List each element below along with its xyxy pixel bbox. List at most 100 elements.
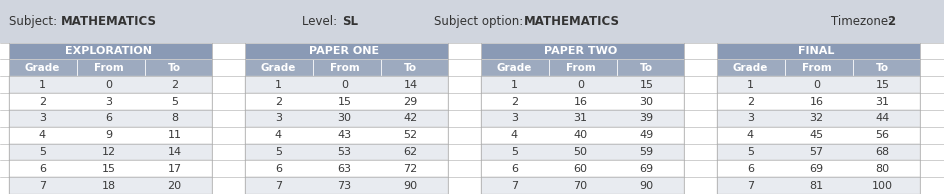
FancyBboxPatch shape <box>785 60 852 76</box>
Text: 2: 2 <box>511 97 518 107</box>
Text: 14: 14 <box>168 147 181 157</box>
Text: 42: 42 <box>403 113 418 123</box>
FancyBboxPatch shape <box>717 43 920 60</box>
FancyBboxPatch shape <box>9 160 212 177</box>
FancyBboxPatch shape <box>9 60 77 76</box>
Text: 63: 63 <box>338 164 351 174</box>
Text: PAPER ONE: PAPER ONE <box>310 46 379 56</box>
Text: SL: SL <box>343 15 359 28</box>
Text: 15: 15 <box>876 80 889 90</box>
Text: 32: 32 <box>810 113 823 123</box>
FancyBboxPatch shape <box>717 177 920 194</box>
Text: From: From <box>801 63 832 73</box>
FancyBboxPatch shape <box>481 160 684 177</box>
Text: 15: 15 <box>640 80 653 90</box>
FancyBboxPatch shape <box>9 127 212 144</box>
FancyBboxPatch shape <box>616 60 684 76</box>
Text: 2: 2 <box>887 15 896 28</box>
Text: 17: 17 <box>168 164 181 174</box>
Text: 14: 14 <box>404 80 417 90</box>
Text: 31: 31 <box>574 113 587 123</box>
Text: To: To <box>640 63 653 73</box>
Text: From: From <box>93 63 124 73</box>
Text: 15: 15 <box>338 97 351 107</box>
Text: 68: 68 <box>876 147 889 157</box>
Text: 4: 4 <box>747 130 754 140</box>
Text: 73: 73 <box>338 181 351 191</box>
FancyBboxPatch shape <box>245 160 448 177</box>
Text: 6: 6 <box>747 164 754 174</box>
Text: 5: 5 <box>275 147 282 157</box>
Text: 30: 30 <box>640 97 653 107</box>
Text: 39: 39 <box>640 113 653 123</box>
FancyBboxPatch shape <box>9 93 212 110</box>
Text: To: To <box>404 63 417 73</box>
Text: 1: 1 <box>39 80 46 90</box>
FancyBboxPatch shape <box>717 144 920 160</box>
Text: 12: 12 <box>102 147 115 157</box>
Text: Grade: Grade <box>733 63 768 73</box>
Text: 3: 3 <box>39 113 46 123</box>
Text: 5: 5 <box>747 147 754 157</box>
Text: 45: 45 <box>810 130 823 140</box>
Text: 0: 0 <box>105 80 112 90</box>
FancyBboxPatch shape <box>717 127 920 144</box>
Text: 8: 8 <box>171 113 178 123</box>
Text: 16: 16 <box>574 97 587 107</box>
Text: 72: 72 <box>403 164 418 174</box>
Text: 50: 50 <box>574 147 587 157</box>
FancyBboxPatch shape <box>717 110 920 127</box>
Text: 6: 6 <box>39 164 46 174</box>
FancyBboxPatch shape <box>245 60 313 76</box>
Text: 81: 81 <box>810 181 823 191</box>
Text: 29: 29 <box>403 97 418 107</box>
Text: 44: 44 <box>875 113 890 123</box>
Text: 69: 69 <box>810 164 823 174</box>
Text: Grade: Grade <box>25 63 60 73</box>
Text: 3: 3 <box>747 113 754 123</box>
Text: 2: 2 <box>39 97 46 107</box>
Text: Grade: Grade <box>261 63 296 73</box>
Text: PAPER TWO: PAPER TWO <box>544 46 617 56</box>
FancyBboxPatch shape <box>481 60 549 76</box>
Text: 5: 5 <box>511 147 518 157</box>
FancyBboxPatch shape <box>9 43 212 60</box>
FancyBboxPatch shape <box>380 60 448 76</box>
FancyBboxPatch shape <box>481 144 684 160</box>
Text: 2: 2 <box>171 80 178 90</box>
Text: 7: 7 <box>39 181 46 191</box>
Text: 11: 11 <box>168 130 181 140</box>
Text: 4: 4 <box>39 130 46 140</box>
Text: 2: 2 <box>275 97 282 107</box>
FancyBboxPatch shape <box>9 177 212 194</box>
Text: 80: 80 <box>876 164 889 174</box>
Text: 7: 7 <box>275 181 282 191</box>
Text: 56: 56 <box>876 130 889 140</box>
Text: 43: 43 <box>338 130 351 140</box>
Text: Subject option:: Subject option: <box>434 15 528 28</box>
Text: 3: 3 <box>511 113 518 123</box>
Text: 15: 15 <box>102 164 115 174</box>
Text: 7: 7 <box>511 181 518 191</box>
Text: 3: 3 <box>275 113 282 123</box>
FancyBboxPatch shape <box>481 110 684 127</box>
Text: 90: 90 <box>640 181 653 191</box>
FancyBboxPatch shape <box>717 76 920 93</box>
Text: 1: 1 <box>511 80 518 90</box>
Text: 69: 69 <box>640 164 653 174</box>
Text: Subject:: Subject: <box>9 15 61 28</box>
Text: EXPLORATION: EXPLORATION <box>65 46 152 56</box>
Text: 1: 1 <box>275 80 282 90</box>
FancyBboxPatch shape <box>245 177 448 194</box>
FancyBboxPatch shape <box>9 144 212 160</box>
FancyBboxPatch shape <box>481 127 684 144</box>
FancyBboxPatch shape <box>77 60 144 76</box>
FancyBboxPatch shape <box>245 93 448 110</box>
FancyBboxPatch shape <box>245 127 448 144</box>
FancyBboxPatch shape <box>717 93 920 110</box>
FancyBboxPatch shape <box>9 110 212 127</box>
Text: 2: 2 <box>747 97 754 107</box>
Text: From: From <box>329 63 360 73</box>
Text: 30: 30 <box>338 113 351 123</box>
Text: Timezone:: Timezone: <box>831 15 896 28</box>
